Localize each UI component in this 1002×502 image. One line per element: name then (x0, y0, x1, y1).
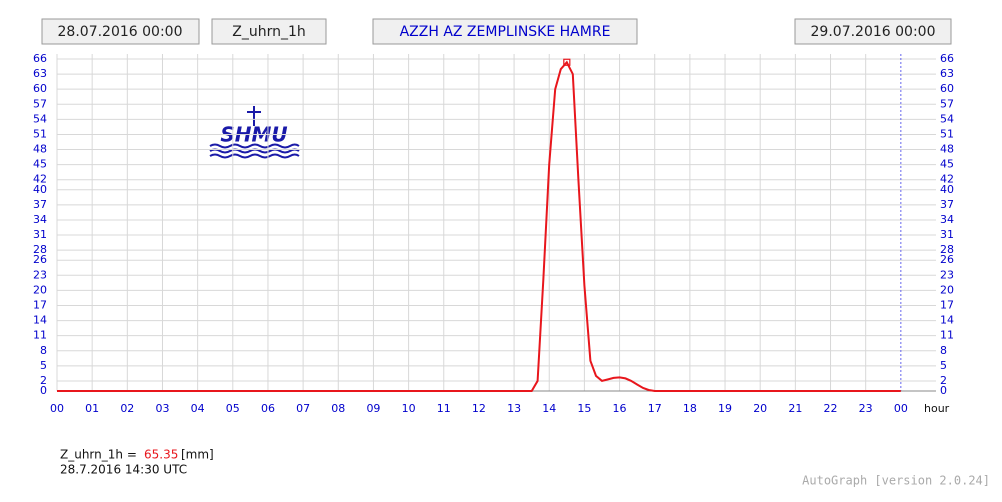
readout-label: Z_uhrn_1h = (60, 448, 137, 462)
y2-tick-label: 54 (940, 112, 954, 125)
x-tick-label: 23 (859, 402, 873, 415)
y2-tick-label: 57 (940, 97, 954, 110)
start-box (41, 18, 200, 45)
y-tick-label: 66 (33, 52, 47, 65)
y-tick-label: 48 (33, 143, 47, 156)
x-tick-label: 17 (648, 402, 662, 415)
y-tick-label: 2 (40, 374, 47, 387)
y2-tick-label: 66 (940, 52, 954, 65)
y-tick-label: 31 (33, 228, 47, 241)
footer: AutoGraph [version 2.0.24] (802, 474, 990, 488)
y2-tick-label: 8 (940, 344, 947, 357)
y-tick-label: 17 (33, 298, 47, 311)
x-tick-label: 00 (894, 402, 908, 415)
y2-tick-label: 17 (940, 298, 954, 311)
x-tick-label: 20 (753, 402, 767, 415)
x-tick-label: 18 (683, 402, 697, 415)
y2-tick-label: 26 (940, 253, 954, 266)
y2-tick-label: 51 (940, 127, 954, 140)
x-tick-label: 03 (155, 402, 169, 415)
x-tick-label: 15 (577, 402, 591, 415)
y2-tick-label: 28 (940, 243, 954, 256)
y-tick-label: 14 (33, 314, 47, 327)
x-tick-label: 05 (226, 402, 240, 415)
y2-tick-label: 23 (940, 268, 954, 281)
x-tick-label: 04 (191, 402, 205, 415)
y-tick-label: 54 (33, 112, 47, 125)
y-tick-label: 37 (33, 198, 47, 211)
x-tick-label: 22 (824, 402, 838, 415)
y-tick-label: 42 (33, 173, 47, 186)
readout-value: 65.35 (144, 448, 178, 462)
y-tick-label: 8 (40, 344, 47, 357)
readout-unit: [mm] (181, 448, 214, 462)
y-tick-label: 34 (33, 213, 47, 226)
y2-tick-label: 0 (940, 384, 947, 397)
y2-tick-label: 14 (940, 314, 954, 327)
y2-tick-label: 34 (940, 213, 954, 226)
x-tick-label: 02 (120, 402, 134, 415)
end-box (794, 18, 952, 45)
y-tick-label: 51 (33, 127, 47, 140)
x-tick-label: 19 (718, 402, 732, 415)
y-tick-label: 60 (33, 82, 47, 95)
y-tick-label: 20 (33, 283, 47, 296)
variable-name: Z_uhrn_1h (232, 24, 306, 40)
station-box (372, 18, 638, 45)
y2-tick-label: 45 (940, 158, 954, 171)
y2-tick-label: 60 (940, 82, 954, 95)
y2-tick-label: 5 (940, 359, 947, 372)
y2-tick-label: 37 (940, 198, 954, 211)
x-tick-label: 13 (507, 402, 521, 415)
y2-tick-label: 48 (940, 143, 954, 156)
y2-tick-label: 42 (940, 173, 954, 186)
x-tick-label: 09 (366, 402, 380, 415)
y-tick-label: 23 (33, 268, 47, 281)
y-tick-label: 28 (33, 243, 47, 256)
y-tick-label: 26 (33, 253, 47, 266)
end-date: 29.07.2016 00:00 (811, 24, 936, 40)
readout-marker (563, 58, 571, 66)
y-tick-label: 63 (33, 67, 47, 80)
y2-tick-label: 31 (940, 228, 954, 241)
y-tick-label: 45 (33, 158, 47, 171)
x-tick-label: 01 (85, 402, 99, 415)
x-tick-label: 16 (613, 402, 627, 415)
y2-tick-label: 40 (940, 183, 954, 196)
y-tick-label: 57 (33, 97, 47, 110)
readout-time: 28.7.2016 14:30 UTC (60, 463, 187, 477)
start-date: 28.07.2016 00:00 (58, 24, 183, 40)
x-tick-label: 07 (296, 402, 310, 415)
y2-tick-label: 20 (940, 283, 954, 296)
y2-tick-label: 11 (940, 329, 954, 342)
x-tick-label: 12 (472, 402, 486, 415)
y-tick-label: 11 (33, 329, 47, 342)
x-tick-label: 21 (788, 402, 802, 415)
x-tick-label: 08 (331, 402, 345, 415)
x-tick-label: 10 (402, 402, 416, 415)
x-tick-label: 14 (542, 402, 556, 415)
data-line (57, 60, 901, 392)
y2-tick-label: 2 (940, 374, 947, 387)
x-tick-label: 11 (437, 402, 451, 415)
y-tick-label: 40 (33, 183, 47, 196)
variable-box (211, 18, 327, 45)
y2-tick-label: 63 (940, 67, 954, 80)
y-tick-label: 5 (40, 359, 47, 372)
x-axis-label: hour (924, 402, 950, 415)
station-name: AZZH AZ ZEMPLINSKE HAMRE (400, 24, 611, 40)
y-tick-label: 0 (40, 384, 47, 397)
x-tick-label: 06 (261, 402, 275, 415)
x-tick-label: 00 (50, 402, 64, 415)
